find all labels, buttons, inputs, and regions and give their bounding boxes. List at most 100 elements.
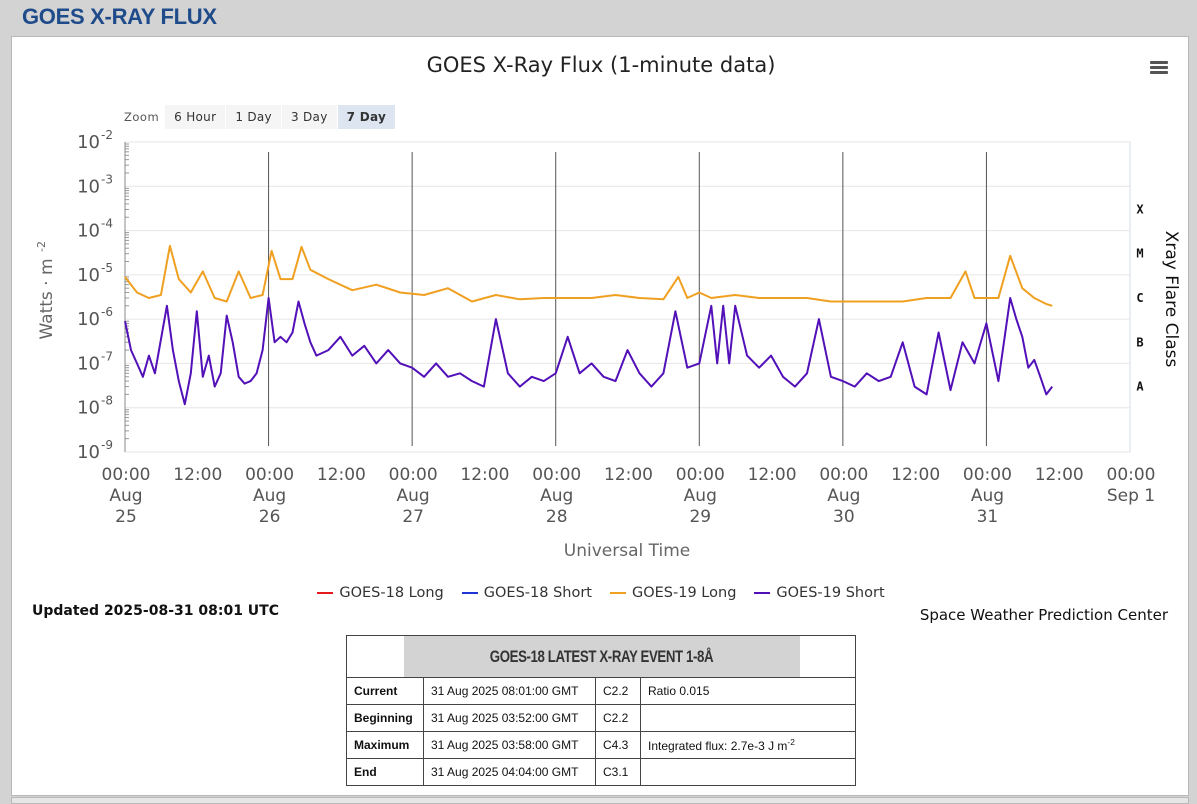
table-row: Maximum 31 Aug 2025 03:58:00 GMT C4.3 In… <box>346 731 856 759</box>
event-time: 31 Aug 2025 03:52:00 GMT <box>423 704 596 732</box>
y-tick-exponent: -5 <box>101 261 113 275</box>
y-tick-exponent: -2 <box>101 128 113 142</box>
x-tick-label: 27 <box>402 507 424 527</box>
x-tick-label: 00:00 <box>1107 465 1156 485</box>
x-tick-label: 31 <box>977 507 999 527</box>
y-axis-label-superscript: -2 <box>35 241 48 252</box>
y-tick-label: 10 <box>77 309 100 330</box>
y-tick-exponent: -8 <box>101 394 113 408</box>
flare-class-label: A <box>1136 380 1144 394</box>
legend-item-goes18-short[interactable]: GOES-18 Short <box>461 585 592 601</box>
chart-title: GOES X-Ray Flux (1-minute data) <box>426 53 776 77</box>
row-label: Beginning <box>346 704 424 732</box>
y-axis-label: Watts · m <box>37 258 57 339</box>
event-note <box>640 758 856 786</box>
event-time: 31 Aug 2025 03:58:00 GMT <box>423 731 596 759</box>
x-tick-label: 00:00 <box>389 465 438 485</box>
legend-label: GOES-19 Long <box>632 585 737 601</box>
updated-timestamp: Updated 2025-08-31 08:01 UTC <box>32 603 279 619</box>
legend-label: GOES-18 Short <box>483 585 592 601</box>
x-axis-label: Universal Time <box>564 541 690 561</box>
legend-swatch <box>461 592 478 594</box>
legend-label: GOES-19 Short <box>776 585 885 601</box>
flare-class-label: B <box>1136 335 1143 349</box>
y-tick-label: 10 <box>77 132 100 153</box>
event-class: C2.2 <box>595 677 641 705</box>
x-tick-label: 00:00 <box>532 465 581 485</box>
x-tick-label: 12:00 <box>1035 465 1084 485</box>
x-tick-label: Aug <box>397 486 430 506</box>
row-label: Current <box>346 677 424 705</box>
x-tick-label: 00:00 <box>245 465 294 485</box>
zoom-label: Zoom <box>124 110 160 124</box>
x-tick-label: 00:00 <box>102 465 151 485</box>
y-tick-exponent: -4 <box>101 217 113 231</box>
legend-swatch <box>317 592 334 594</box>
bottom-strip <box>11 797 1189 804</box>
event-table-title: GOES-18 LATEST X-RAY EVENT 1-8Å <box>402 635 800 678</box>
x-tick-label: 12:00 <box>604 465 653 485</box>
table-row: End 31 Aug 2025 04:04:00 GMT C3.1 <box>346 758 856 786</box>
x-tick-label: Aug <box>827 486 860 506</box>
row-label: End <box>346 758 424 786</box>
x-tick-label: 12:00 <box>173 465 222 485</box>
x-tick-label: Aug <box>109 486 142 506</box>
series-line-goes-19-long <box>124 244 1053 307</box>
event-class: C3.1 <box>595 758 641 786</box>
hamburger-menu-icon[interactable] <box>1150 61 1168 75</box>
flare-class-label: C <box>1136 291 1143 305</box>
event-class: C2.2 <box>595 704 641 732</box>
zoom-6-hour-button[interactable]: 6 Hour <box>165 105 226 129</box>
event-time: 31 Aug 2025 08:01:00 GMT <box>423 677 596 705</box>
table-row: Beginning 31 Aug 2025 03:52:00 GMT C2.2 <box>346 704 856 732</box>
y-tick-exponent: -6 <box>101 305 113 319</box>
legend-label: GOES-18 Long <box>339 585 444 601</box>
x-tick-label: 29 <box>689 507 711 527</box>
x-tick-label: Sep 1 <box>1107 486 1155 506</box>
event-note-sup: -2 <box>787 737 795 747</box>
y-tick-exponent: -9 <box>101 438 113 452</box>
x-tick-label: 00:00 <box>963 465 1012 485</box>
legend-swatch <box>610 592 626 594</box>
legend-item-goes18-long[interactable]: GOES-18 Long <box>317 585 444 601</box>
x-tick-label: Aug <box>540 486 573 506</box>
event-class: C4.3 <box>595 731 641 759</box>
x-tick-label: 26 <box>259 507 281 527</box>
flare-class-label: X <box>1136 202 1144 216</box>
x-tick-label: Aug <box>971 486 1004 506</box>
y-tick-exponent: -3 <box>101 172 113 186</box>
series-line-goes-19-short <box>124 297 1053 406</box>
zoom-7-day-button[interactable]: 7 Day <box>337 105 396 129</box>
credit-text: Space Weather Prediction Center <box>919 606 1168 624</box>
table-row: Current 31 Aug 2025 08:01:00 GMT C2.2 Ra… <box>346 677 856 705</box>
page-header: GOES X-RAY FLUX <box>0 0 1197 36</box>
legend-item-goes19-short[interactable]: GOES-19 Short <box>754 585 885 601</box>
event-time: 31 Aug 2025 04:04:00 GMT <box>423 758 596 786</box>
chart-panel: GOES X-Ray Flux (1-minute data) Zoom 6 H… <box>11 36 1189 796</box>
y-tick-label: 10 <box>77 353 100 374</box>
x-tick-label: 12:00 <box>748 465 797 485</box>
x-tick-label: 30 <box>833 507 855 527</box>
zoom-3-day-button[interactable]: 3 Day <box>281 105 337 129</box>
x-tick-label: Aug <box>253 486 286 506</box>
legend-swatch <box>754 592 771 594</box>
x-tick-label: 12:00 <box>317 465 366 485</box>
y-tick-label: 10 <box>77 442 100 463</box>
y-tick-label: 10 <box>77 221 100 242</box>
y-tick-label: 10 <box>77 265 100 286</box>
right-axis-label: Xray Flare Class <box>1161 231 1181 368</box>
x-tick-label: 00:00 <box>676 465 725 485</box>
x-tick-label: 28 <box>546 507 568 527</box>
zoom-1-day-button[interactable]: 1 Day <box>226 105 281 129</box>
x-tick-label: 12:00 <box>891 465 940 485</box>
x-tick-label: 12:00 <box>460 465 509 485</box>
zoom-bar: Zoom 6 Hour 1 Day 3 Day 7 Day <box>124 105 396 129</box>
event-note: Integrated flux: 2.7e-3 J m-2 <box>640 731 856 759</box>
y-tick-label: 10 <box>77 176 100 197</box>
y-tick-exponent: -7 <box>101 349 113 363</box>
legend-item-goes19-long[interactable]: GOES-19 Long <box>610 585 736 601</box>
event-note <box>640 704 856 732</box>
flare-class-label: M <box>1136 247 1143 261</box>
row-label: Maximum <box>346 731 424 759</box>
